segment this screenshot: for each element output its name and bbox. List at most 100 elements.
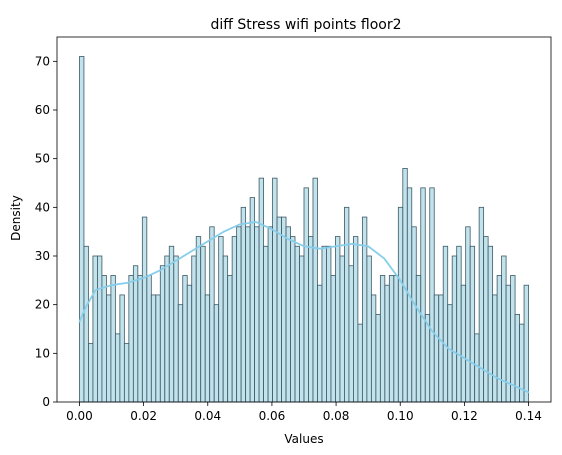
histogram-bar [456, 245, 462, 403]
histogram-bar [303, 187, 309, 403]
histogram-bar [137, 275, 143, 403]
histogram-bar [370, 294, 377, 403]
histogram-bar [106, 294, 112, 403]
histogram-bar [222, 255, 229, 403]
histogram-bar [267, 226, 273, 403]
histogram-bar [204, 294, 211, 403]
histogram-bar [110, 275, 116, 403]
histogram-bar [128, 275, 134, 403]
y-tick-label: 70 [35, 54, 50, 68]
x-tick-label: 0.14 [515, 409, 542, 423]
histogram-bar [213, 304, 220, 403]
histogram-bar [209, 226, 215, 403]
histogram-bar [348, 265, 354, 403]
y-tick-label: 60 [35, 103, 50, 117]
x-tick-label: 0.10 [387, 409, 414, 423]
histogram-bar [254, 226, 260, 403]
histogram-bar [231, 236, 238, 403]
histogram-bar [79, 56, 85, 403]
histogram-bar [397, 206, 404, 403]
histogram-bar [97, 255, 103, 403]
y-tick-label: 20 [35, 298, 50, 312]
histogram-bar [492, 294, 498, 403]
histogram-bar [281, 216, 287, 403]
histogram-bar [312, 177, 318, 403]
histogram-bar [245, 226, 251, 403]
histogram-bar [227, 275, 233, 403]
histogram-bar [263, 245, 269, 403]
histogram-bar [294, 245, 300, 403]
histogram-bar [442, 245, 449, 403]
histogram-bar [339, 255, 345, 403]
histogram-bar [352, 236, 359, 403]
histogram-bar [317, 284, 323, 403]
histogram-bar [195, 236, 202, 403]
histogram-bar [276, 216, 282, 403]
histogram-bar [483, 236, 489, 403]
histogram-bar [272, 177, 278, 403]
histogram-bar [285, 226, 291, 403]
histogram-bar [411, 226, 417, 403]
histogram-bar [200, 245, 206, 403]
x-tick-label: 0.12 [451, 409, 478, 423]
histogram-bar [326, 245, 332, 403]
y-tick-label: 10 [35, 346, 50, 360]
x-tick-label: 0.02 [130, 409, 157, 423]
histogram-bar [523, 284, 529, 403]
histogram-bar [420, 187, 426, 403]
histogram-bar [460, 284, 467, 403]
histogram-bar [88, 343, 94, 403]
x-tick-label: 0.08 [323, 409, 350, 423]
histogram-bar [415, 275, 422, 403]
ticks-layer: 0.00 0.02 0.04 0.06 0.08 0.10 0.12 0.14 0 10 20 30 4… [35, 54, 542, 423]
histogram-bar [141, 216, 148, 403]
histogram-bar [155, 294, 161, 403]
histogram-bar [299, 255, 305, 403]
histogram-bar [393, 275, 399, 403]
x-tick-label: 0.06 [259, 409, 286, 423]
histogram-bar [308, 236, 314, 403]
histogram-bar [321, 245, 327, 403]
x-axis-title: Values [284, 432, 323, 446]
histogram-bar [330, 275, 336, 403]
histogram-bar [191, 255, 197, 403]
histogram-bar [429, 187, 435, 403]
histogram-bar [290, 236, 296, 403]
histogram-bar [496, 275, 503, 403]
histogram-bar [510, 275, 516, 403]
histogram-bar [182, 275, 188, 403]
histogram-bar [487, 245, 494, 403]
histogram-bar [357, 323, 363, 403]
histogram-bar [186, 284, 193, 403]
histogram-bar [150, 294, 157, 403]
histogram-bar [119, 294, 125, 403]
y-tick-label: 30 [35, 249, 50, 263]
histogram-bar [114, 333, 121, 403]
histogram-bar [388, 275, 395, 403]
kde-layer [78, 221, 530, 394]
histogram-bar [366, 255, 372, 403]
x-tick-label: 0.00 [66, 409, 93, 423]
y-axis-title: Density [9, 195, 23, 241]
histogram-bar [123, 343, 130, 403]
kde-line [78, 221, 530, 394]
histogram-bar [240, 206, 247, 403]
histogram-bar [159, 265, 166, 403]
histogram-bar [236, 226, 242, 403]
histogram-bar [451, 255, 458, 403]
y-tick-label: 0 [42, 395, 50, 409]
histogram-bar [146, 275, 152, 403]
histogram-bar [384, 284, 390, 403]
y-tick-label: 40 [35, 200, 50, 214]
histogram-bar [92, 255, 98, 403]
histogram-bar [375, 313, 381, 403]
histogram-bar [344, 206, 350, 403]
histogram-bar [168, 245, 175, 403]
plot-frame [56, 36, 552, 403]
histogram-bar [465, 226, 471, 403]
histogram-bar [249, 197, 255, 403]
histogram-bar [218, 236, 224, 403]
x-tick-label: 0.04 [194, 409, 221, 423]
histogram-bar [177, 304, 184, 403]
